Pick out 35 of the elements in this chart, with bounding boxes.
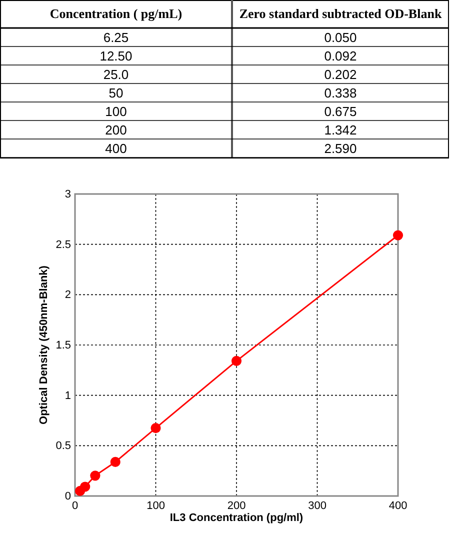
y-tick-label: 3: [64, 188, 71, 201]
point: [150, 423, 161, 434]
x-tick-label: 100: [146, 500, 165, 512]
point: [231, 356, 242, 366]
text: 100: [105, 104, 127, 119]
y-axis-title: Optical Density (450nm-Blank): [38, 265, 50, 424]
text: 0.092: [324, 48, 357, 64]
x-tick-label: 200: [227, 500, 246, 512]
x-tick-label: 300: [308, 500, 326, 512]
text: 2.590: [324, 141, 357, 156]
text: Zero standard subtracted OD-Blank: [239, 6, 442, 21]
y-tick-label: 0: [64, 490, 71, 503]
text: 6.25: [103, 30, 129, 45]
text: 12.50: [100, 48, 132, 64]
y-tick-label: 2: [64, 289, 71, 302]
point: [110, 456, 120, 468]
point: [392, 230, 404, 240]
y-tick-label: 1.5: [56, 340, 71, 352]
point: [80, 482, 90, 492]
x-axis-title: IL3 Concentration (pg/ml): [170, 512, 304, 524]
text: 200: [105, 122, 127, 138]
x-tick-label: 400: [388, 500, 408, 512]
text: 1.342: [324, 122, 357, 138]
y-tick-label: 2.5: [56, 238, 71, 251]
text: 0.202: [324, 67, 357, 82]
text: 0.675: [324, 104, 357, 119]
text: 0.050: [324, 30, 357, 45]
text: Concentration ( pg/mL): [50, 6, 182, 21]
y-tick-label: 1: [64, 390, 71, 402]
text: 50: [108, 86, 124, 100]
text: 25.0: [103, 67, 129, 82]
y-tick-label: 0.5: [56, 440, 71, 452]
text: 0.338: [324, 86, 357, 100]
text: 400: [105, 141, 127, 156]
point: [90, 470, 100, 481]
